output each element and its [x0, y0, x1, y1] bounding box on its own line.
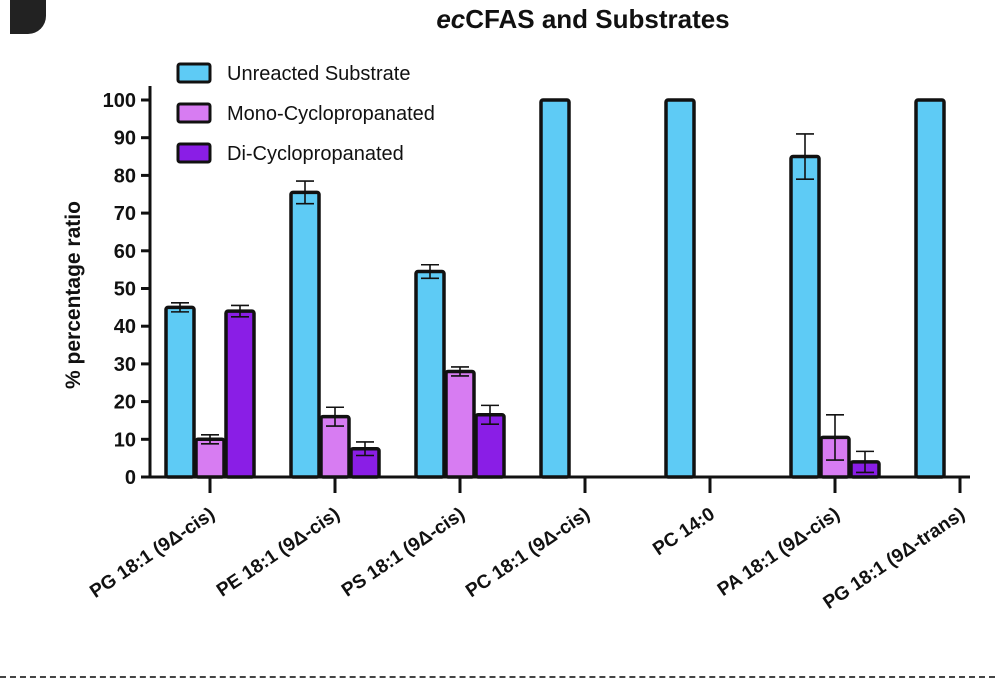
legend-swatch-0 — [176, 62, 212, 84]
bar-0-0 — [164, 305, 196, 479]
y-tick-label-10: 100 — [103, 90, 136, 112]
bar-2-0 — [224, 309, 256, 479]
y-tick-label-0: 0 — [125, 467, 136, 489]
x-tick-label-1: PE 18:1 (9Δ-cis) — [213, 504, 344, 602]
legend-swatch-1 — [176, 102, 212, 124]
y-tick-label-3: 30 — [114, 354, 136, 376]
bar-0-3 — [539, 98, 571, 479]
y-tick-label-7: 70 — [114, 203, 136, 225]
y-tick-label-4: 40 — [114, 316, 136, 338]
y-tick-label-6: 60 — [114, 241, 136, 263]
bar-0-6 — [914, 98, 946, 479]
legend-label-1: Mono-Cyclopropanated — [227, 103, 435, 125]
y-tick-label-8: 80 — [114, 165, 136, 187]
chart-title-rest: CFAS and Substrates — [465, 4, 729, 34]
x-tick-label-0: PG 18:1 (9Δ-cis) — [86, 504, 218, 603]
chart-marks — [164, 98, 946, 479]
chart-axes: 0 10 20 30 40 50 60 70 80 90 100 PG 18:1 (9Δ-cis)PE… — [86, 86, 970, 614]
x-tick-label-3: PC 18:1 (9Δ-cis) — [462, 504, 594, 602]
bar-0-5 — [789, 154, 821, 479]
x-tick-label-2: PS 18:1 (9Δ-cis) — [338, 504, 469, 602]
bar-0-2 — [414, 269, 446, 479]
y-tick-label-9: 90 — [114, 128, 136, 150]
bar-0-4 — [664, 98, 696, 479]
x-tick-label-4: PC 14:0 — [649, 504, 719, 560]
chart-title-italic: ec — [436, 4, 465, 34]
corner-tab-shape — [10, 0, 46, 34]
bar-1-2 — [444, 369, 476, 479]
chart-title: ecCFAS and Substrates — [436, 4, 729, 34]
y-tick-label-2: 20 — [114, 392, 136, 414]
y-axis-label: % percentage ratio — [62, 201, 85, 389]
bar-0-1 — [289, 190, 321, 479]
legend-label-0: Unreacted Substrate — [227, 63, 410, 85]
legend-label-2: Di-Cyclopropanated — [227, 143, 404, 165]
x-tick-label-5: PA 18:1 (9Δ-cis) — [714, 504, 844, 601]
y-tick-label-1: 10 — [114, 429, 136, 451]
legend-swatch-2 — [176, 142, 212, 164]
y-tick-label-5: 50 — [114, 279, 136, 301]
bar-1-0 — [194, 437, 226, 479]
chart-legend: Unreacted Substrate Mono-Cyclopropanated D… — [176, 62, 435, 165]
dashed-divider — [0, 676, 995, 678]
